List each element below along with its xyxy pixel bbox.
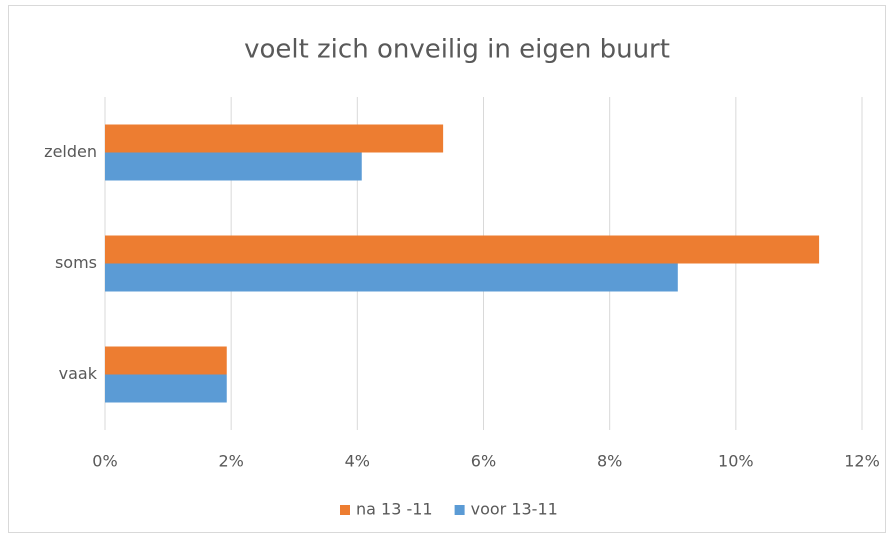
bar [105,263,678,292]
legend-label: na 13 -11 [356,500,433,519]
x-tick-label: 6% [471,452,496,471]
x-tick-label: 12% [844,452,880,471]
bar [105,374,227,403]
bar [105,124,444,153]
legend-label: voor 13-11 [471,500,558,519]
chart-title: voelt zich onveilig in eigen buurt [244,35,670,65]
bar [105,346,227,375]
x-tick-label: 0% [92,452,117,471]
x-tick-label: 8% [597,452,622,471]
y-tick-label: zelden [44,142,97,161]
x-tick-label: 10% [718,452,754,471]
x-tick-label: 2% [218,452,243,471]
legend-swatch [454,505,465,515]
legend-swatch [340,505,350,515]
y-tick-label: soms [55,253,97,272]
x-tick-label: 4% [345,452,370,471]
bar [105,235,820,264]
bar [105,152,362,181]
y-tick-label: vaak [59,364,98,383]
